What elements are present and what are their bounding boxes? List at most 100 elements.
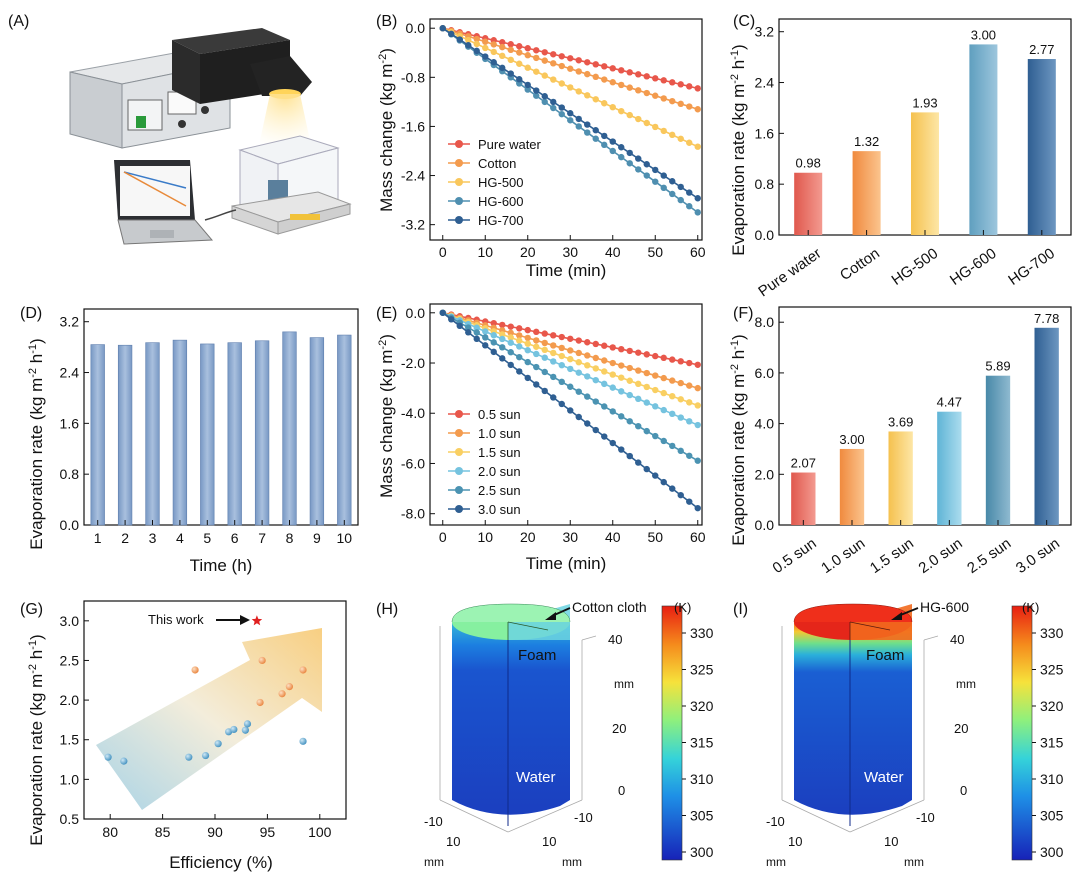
- data-point: [677, 379, 684, 387]
- panel-c: (C) 0.98 1.32 1.93 3.00 2.77 0.0 0.8 1.6 2.4 3.2…: [729, 13, 1072, 300]
- plot-frame: [778, 306, 1072, 526]
- y-tick-label: 6.0: [755, 365, 775, 381]
- data-point: [473, 47, 480, 55]
- data-point: [686, 203, 693, 210]
- data-point: [618, 107, 625, 115]
- data-point: [524, 334, 531, 342]
- axis-ticks-group: 0 10 20 30 40 50 60 0.0 -0.8 -1.6 -2.4 -3.2: [401, 20, 706, 260]
- data-point: [618, 362, 625, 369]
- data-point: [524, 86, 531, 93]
- data-point: [541, 330, 548, 337]
- data-point: [567, 355, 574, 363]
- data-point: [499, 335, 506, 343]
- legend-label: HG-500: [478, 175, 524, 190]
- data-point: [575, 123, 582, 130]
- x-tick-label: 10: [337, 530, 353, 546]
- bar-2-5-sun: [985, 375, 1011, 525]
- data-point: [507, 349, 514, 356]
- balance-illustration: [231, 135, 352, 235]
- scatter-point: [201, 751, 210, 760]
- panel-h: (H) Cotton cloth Foam Water 40 20 0 mm -…: [376, 599, 714, 869]
- data-point: [533, 337, 540, 344]
- data-point: [618, 446, 625, 453]
- data-point: [473, 329, 480, 336]
- data-point: [533, 92, 540, 99]
- data-point: [584, 59, 591, 66]
- scatter-point: [241, 726, 249, 734]
- data-point: [490, 319, 497, 327]
- data-point: [626, 149, 633, 157]
- data-point: [694, 421, 701, 429]
- xy-axis-unit: mm: [424, 855, 444, 869]
- bar-0-5-sun: [791, 472, 816, 525]
- scatter-points-group: [104, 615, 307, 765]
- data-point: [507, 41, 514, 48]
- y-tick-label: 0.0: [406, 305, 426, 321]
- y-tick-label: 3.2: [60, 314, 80, 330]
- x-tick-label: 30: [562, 529, 578, 545]
- data-point: [669, 190, 676, 198]
- scatter-point: [256, 698, 264, 707]
- z-axis-unit: mm: [956, 677, 976, 691]
- panel-d: (D) 0.00.81.62.43.21 2 3 4 5 6 7 8 9 10 Time (h) …: [20, 305, 359, 575]
- solar-simulator-illustration: [172, 28, 312, 150]
- data-point: [550, 342, 557, 349]
- xy-tick: 10: [884, 834, 898, 849]
- data-point: [601, 380, 608, 388]
- data-point: [575, 369, 582, 376]
- bar-3-0-sun: [1034, 327, 1059, 525]
- data-point: [567, 347, 574, 354]
- data-point: [652, 472, 659, 479]
- data-point: [669, 377, 676, 384]
- panel-label-e: (E): [376, 305, 397, 322]
- colorbar-tick-label: 300: [690, 844, 714, 860]
- this-work-star: [251, 615, 263, 626]
- data-point: [601, 141, 608, 149]
- data-point: [558, 333, 565, 341]
- data-point: [541, 93, 548, 100]
- data-point: [686, 399, 693, 406]
- data-point: [575, 57, 582, 64]
- data-point: [669, 410, 676, 418]
- data-point: [609, 439, 616, 447]
- data-point: [516, 325, 523, 332]
- data-point: [626, 418, 633, 425]
- data-point: [660, 437, 667, 445]
- data-point: [635, 349, 642, 356]
- data-point: [465, 324, 472, 331]
- data-point: [482, 53, 489, 60]
- data-point: [550, 76, 557, 83]
- data-point: [490, 339, 497, 346]
- data-point: [686, 382, 693, 389]
- data-point: [567, 65, 574, 72]
- x-tick-label: Cotton: [837, 245, 883, 284]
- data-point: [694, 384, 701, 392]
- bars-group: 2.07 3.00 3.69 4.47 5.89 7.78: [791, 311, 1059, 525]
- data-point: [550, 98, 557, 106]
- data-point: [524, 340, 531, 347]
- data-point: [499, 331, 506, 338]
- data-point: [694, 361, 701, 368]
- data-point: [643, 161, 650, 168]
- x-tick-label: 1.5 sun: [867, 535, 917, 577]
- layer-pointer-head: [891, 612, 902, 620]
- data-point: [584, 92, 591, 99]
- layer-label-bottom: Water: [516, 769, 555, 786]
- y-tick-label: -4.0: [401, 405, 425, 421]
- data-point: [524, 358, 531, 366]
- data-point: [694, 195, 701, 202]
- colorbar-tick-label: 330: [690, 625, 714, 641]
- x-tick-label: 50: [647, 529, 663, 545]
- x-tick-label: 100: [308, 824, 332, 840]
- axis-box: [781, 626, 939, 833]
- data-point: [618, 81, 625, 89]
- x-tick-label: 85: [155, 824, 171, 840]
- scatter-point: [243, 720, 252, 728]
- data-point: [482, 44, 489, 52]
- data-point: [456, 322, 463, 330]
- x-tick-label: 60: [690, 529, 706, 545]
- data-point: [550, 358, 557, 365]
- data-point: [516, 43, 523, 50]
- data-point: [652, 352, 659, 360]
- data-point: [473, 40, 480, 48]
